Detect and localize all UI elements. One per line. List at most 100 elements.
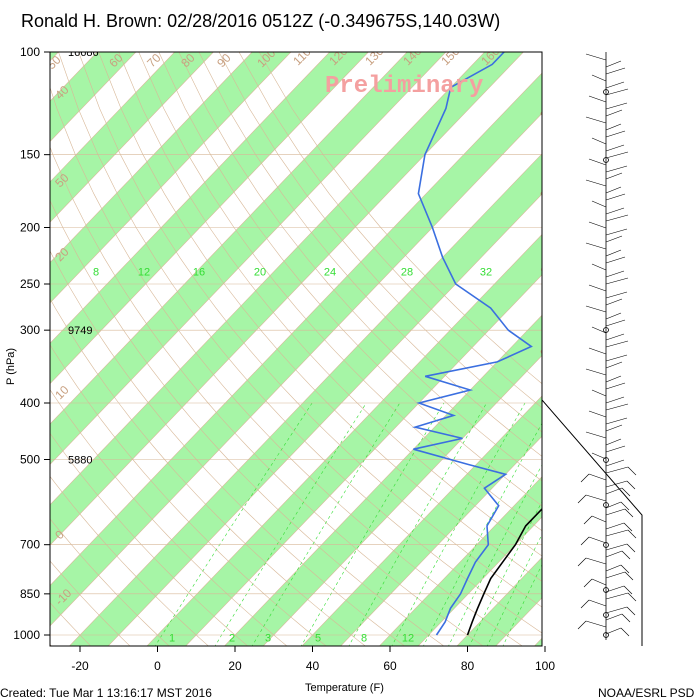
isotherm-label: 90 bbox=[214, 51, 234, 71]
isotherm-band bbox=[50, 73, 542, 626]
dry-adiabat-line bbox=[158, 52, 542, 507]
wind-barb bbox=[605, 214, 629, 222]
calm-wind-circle bbox=[603, 587, 609, 593]
dry-adiabat-line bbox=[258, 52, 542, 385]
isotherm-label: 10 bbox=[52, 383, 72, 403]
wind-barb-flag bbox=[577, 557, 587, 567]
isotherm-line bbox=[224, 314, 542, 646]
wind-barb-flag bbox=[583, 515, 593, 525]
isotherm-line bbox=[50, 52, 524, 546]
mixing-ratio-line bbox=[486, 533, 542, 646]
wind-barb bbox=[588, 599, 607, 607]
mixing-ratio-line bbox=[448, 464, 542, 646]
credit-label: NOAA/ESRL PSD bbox=[598, 686, 695, 700]
mixing-ratio-line bbox=[469, 500, 542, 646]
isotherm-label: 0 bbox=[537, 345, 552, 360]
isotherm-line bbox=[50, 52, 214, 223]
wind-barb bbox=[591, 326, 607, 334]
wind-barb bbox=[605, 592, 629, 600]
wind-barb-flag bbox=[580, 473, 590, 483]
isotherm-line bbox=[69, 153, 542, 646]
isotherm-line bbox=[262, 355, 542, 646]
isotherm-line bbox=[50, 112, 542, 627]
wind-barb bbox=[585, 431, 607, 439]
isotherm-line bbox=[50, 72, 542, 586]
isotherm-line bbox=[50, 52, 175, 183]
calm-wind-circle bbox=[603, 632, 609, 638]
wind-barb bbox=[605, 298, 623, 306]
preliminary-watermark: Preliminary bbox=[325, 73, 483, 100]
mixing-ratio-line bbox=[391, 402, 526, 646]
wind-barb bbox=[588, 347, 607, 355]
wind-barb bbox=[585, 116, 607, 124]
dewpoint-profile bbox=[412, 52, 533, 636]
pressure-tick-label: 1000 bbox=[13, 628, 40, 642]
mixing-ratio-label: 2 bbox=[229, 633, 235, 645]
wind-barb bbox=[585, 305, 607, 313]
pressure-tick-label: 700 bbox=[20, 538, 40, 552]
mixing-ratio-line bbox=[423, 422, 542, 646]
wind-barb bbox=[605, 109, 623, 117]
isotherm-line bbox=[50, 52, 369, 385]
mixing-ratio-label: 12 bbox=[138, 267, 150, 279]
wind-barb bbox=[605, 438, 622, 446]
wind-barb bbox=[585, 368, 607, 376]
wind-barb-flag bbox=[624, 571, 634, 581]
mixing-ratio-line bbox=[300, 402, 445, 646]
isotherm-line bbox=[340, 435, 542, 646]
wind-barb-flag bbox=[627, 466, 637, 476]
isotherm-line bbox=[688, 52, 700, 647]
wind-barb bbox=[591, 200, 607, 208]
sounding-profiles bbox=[412, 52, 542, 636]
mixing-ratio-label: 24 bbox=[324, 267, 336, 279]
pressure-tick-label: 400 bbox=[20, 396, 40, 410]
calm-wind-circle bbox=[603, 542, 609, 548]
isotherm-label: 30 bbox=[537, 103, 557, 123]
mixing-ratio-line bbox=[348, 402, 487, 646]
dry-adiabat-lines bbox=[50, 52, 542, 646]
wind-barb bbox=[588, 410, 607, 418]
wind-barb-flag bbox=[583, 578, 593, 588]
wind-barb bbox=[605, 522, 625, 530]
wind-barb bbox=[605, 81, 625, 89]
temperature-tick-label: 60 bbox=[383, 659, 397, 673]
isotherm-line bbox=[379, 476, 542, 646]
isotherm-line bbox=[146, 234, 542, 646]
isotherm-line bbox=[50, 52, 485, 506]
wind-barb bbox=[605, 291, 628, 299]
chart-title: Ronald H. Brown: 02/28/2016 0512Z (-0.34… bbox=[21, 11, 500, 31]
wind-barb bbox=[605, 256, 626, 264]
isotherm-line bbox=[50, 52, 253, 264]
wind-barb bbox=[605, 270, 625, 278]
wind-barb bbox=[605, 193, 626, 201]
wind-barbs bbox=[577, 53, 637, 638]
isotherm-bands bbox=[50, 52, 542, 646]
wind-barb bbox=[605, 501, 622, 509]
wind-barb bbox=[605, 60, 622, 68]
height-label: 9749 bbox=[68, 325, 92, 337]
height-label: 5880 bbox=[68, 454, 92, 466]
wind-barb-flag bbox=[577, 620, 587, 630]
isotherm-label: 10 bbox=[549, 397, 569, 417]
y-axis-label: P (hPa) bbox=[5, 348, 17, 385]
dry-adiabat-line bbox=[218, 52, 542, 433]
mixing-ratio-label: 12 bbox=[402, 633, 414, 645]
wind-barb bbox=[605, 543, 628, 551]
isotherm-label: 110 bbox=[290, 44, 314, 68]
calm-wind-circle bbox=[603, 89, 609, 95]
wind-barb bbox=[605, 102, 628, 110]
wind-barb bbox=[605, 165, 628, 173]
wind-barb bbox=[605, 508, 626, 516]
dry-adiabat-line bbox=[198, 52, 542, 457]
wind-barb-flag bbox=[620, 564, 630, 574]
wind-barb bbox=[605, 277, 629, 285]
pressure-tick-label: 200 bbox=[20, 221, 40, 235]
wind-barb bbox=[605, 571, 626, 579]
isotherm-label: 20 bbox=[537, 183, 557, 203]
wind-barb bbox=[605, 144, 625, 152]
pressure-tick-label: 500 bbox=[20, 452, 40, 466]
wind-barb-flag bbox=[621, 550, 631, 560]
wind-barb bbox=[591, 452, 607, 460]
temperature-tick-label: 40 bbox=[306, 659, 320, 673]
dry-adiabat-line bbox=[50, 199, 445, 646]
